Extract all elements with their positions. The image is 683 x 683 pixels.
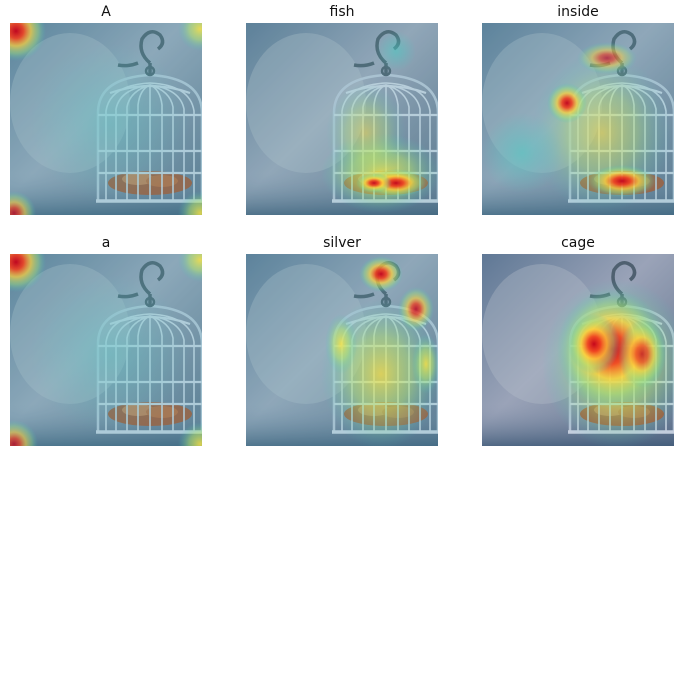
panel-title: A bbox=[101, 4, 111, 20]
heatmap-image bbox=[10, 23, 202, 215]
heatmap-image bbox=[10, 254, 202, 446]
panel-title: cage bbox=[561, 235, 595, 251]
panel-title: silver bbox=[323, 235, 361, 251]
attention-panel-a-upper: A bbox=[10, 4, 202, 215]
attention-panel-cage: cage bbox=[482, 235, 674, 446]
panel-title: inside bbox=[557, 4, 599, 20]
attention-panel-fish: fish bbox=[246, 4, 438, 215]
attention-panel-silver: silver bbox=[246, 235, 438, 446]
heatmap-image bbox=[482, 23, 674, 215]
panel-title: fish bbox=[329, 4, 355, 20]
panel-title: a bbox=[101, 235, 111, 251]
attention-panel-a-lower: a bbox=[10, 235, 202, 446]
heatmap-image bbox=[246, 254, 438, 446]
attention-panel-inside: inside bbox=[482, 4, 674, 215]
heatmap-image bbox=[246, 23, 438, 215]
heatmap-image bbox=[482, 254, 674, 446]
